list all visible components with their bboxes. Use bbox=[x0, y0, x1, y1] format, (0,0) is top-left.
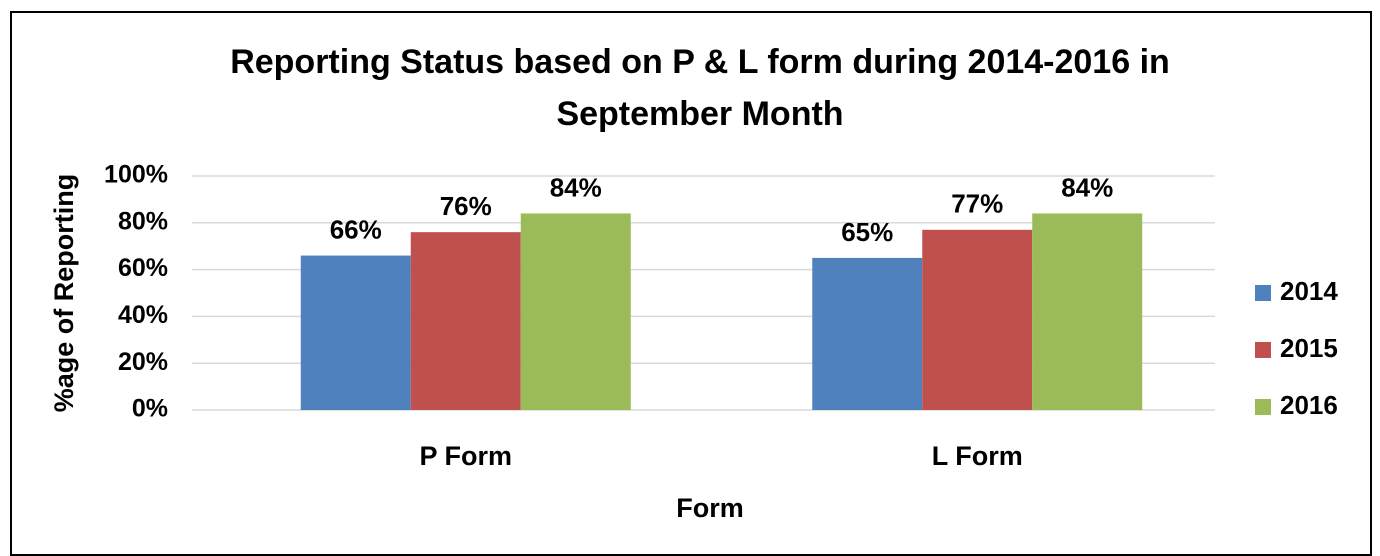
legend-swatch bbox=[1255, 342, 1271, 358]
legend-label: 2014 bbox=[1280, 276, 1338, 306]
y-axis-label: %age of Reporting bbox=[49, 174, 79, 413]
bar bbox=[1032, 213, 1143, 410]
data-label: 65% bbox=[841, 217, 893, 247]
chart-border bbox=[10, 11, 1372, 556]
y-tick-label: 60% bbox=[118, 254, 168, 282]
chart-title: September Month bbox=[556, 95, 843, 133]
bar bbox=[520, 213, 631, 410]
data-label: 66% bbox=[330, 214, 382, 244]
data-label: 84% bbox=[550, 172, 602, 202]
bar bbox=[922, 229, 1033, 410]
bar bbox=[410, 232, 521, 410]
y-tick-label: 100% bbox=[104, 161, 168, 189]
y-tick-label: 80% bbox=[118, 207, 168, 235]
x-tick-label: P Form bbox=[419, 441, 512, 471]
bar bbox=[300, 255, 411, 410]
y-tick-label: 20% bbox=[118, 348, 168, 376]
x-axis-label: Form bbox=[676, 493, 744, 523]
legend-swatch bbox=[1255, 285, 1271, 301]
legend-label: 2015 bbox=[1280, 333, 1338, 363]
y-tick-label: 40% bbox=[118, 301, 168, 329]
data-label: 77% bbox=[951, 189, 1003, 219]
bar bbox=[812, 257, 923, 410]
y-tick-label: 0% bbox=[132, 395, 168, 423]
x-tick-label: L Form bbox=[932, 441, 1023, 471]
legend-label: 2016 bbox=[1280, 390, 1338, 420]
data-label: 84% bbox=[1061, 172, 1113, 202]
data-label: 76% bbox=[440, 191, 492, 221]
legend-swatch bbox=[1255, 399, 1271, 415]
chart-title: Reporting Status based on P & L form dur… bbox=[230, 43, 1170, 81]
